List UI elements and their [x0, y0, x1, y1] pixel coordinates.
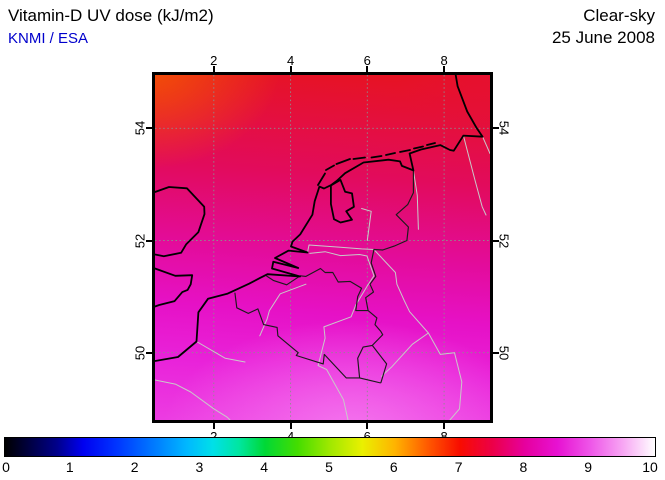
lon-label-bottom: 2	[210, 429, 217, 444]
rivers	[155, 135, 490, 420]
axis-tick	[213, 66, 215, 72]
axis-tick	[443, 66, 445, 72]
uv-dose-field	[155, 75, 490, 420]
map-overlay	[155, 75, 490, 420]
axis-tick	[493, 127, 499, 129]
lat-label-right: 50	[496, 345, 512, 360]
agency-credit: KNMI / ESA	[8, 30, 89, 47]
lon-label-bottom: 6	[364, 429, 371, 444]
sky-condition: Clear-sky	[583, 6, 655, 25]
lon-label-bottom: 4	[287, 429, 294, 444]
lat-label-left: 50	[132, 345, 148, 360]
lon-label-top: 4	[286, 53, 295, 68]
ijsselmeer-outline	[330, 179, 355, 224]
axis-tick	[146, 240, 152, 242]
lon-label-bottom: 8	[440, 429, 447, 444]
lat-label-left: 54	[132, 121, 148, 136]
colorbar-tick-label: 8	[519, 459, 528, 475]
lat-label-right: 54	[496, 121, 512, 136]
figure-title: Vitamin-D UV dose (kJ/m2)	[8, 6, 214, 25]
colorbar-tick-label: 5	[325, 459, 333, 475]
axis-tick	[213, 423, 215, 429]
map-frame	[152, 72, 493, 423]
coastlines	[155, 75, 484, 362]
colorbar-tick-label: 0	[2, 459, 10, 475]
axis-tick	[290, 423, 292, 429]
axis-tick	[146, 127, 152, 129]
colorbar-tick-label: 1	[65, 459, 74, 475]
lon-label-top: 2	[210, 53, 218, 68]
axis-tick	[493, 240, 499, 242]
axis-tick	[366, 423, 368, 429]
country-borders	[234, 170, 414, 384]
colorbar-gradient	[4, 437, 656, 457]
axis-tick	[443, 423, 445, 429]
colorbar-tick-label: 9	[584, 459, 593, 475]
figure-date: 25 June 2008	[551, 28, 655, 47]
colorbar-tick-label: 3	[195, 459, 204, 475]
lon-label-top: 8	[440, 53, 448, 68]
axis-tick	[493, 352, 499, 354]
colorbar-tick-label: 10	[642, 459, 658, 475]
lon-label-top: 6	[363, 53, 371, 68]
colorbar-tick-label: 6	[389, 459, 398, 475]
wadden-islands	[317, 142, 436, 186]
graticule-lines	[155, 75, 490, 420]
lat-label-right: 52	[496, 233, 512, 248]
axis-tick	[290, 66, 292, 72]
axis-tick	[366, 66, 368, 72]
colorbar-tick-label: 4	[260, 459, 269, 475]
lat-label-left: 52	[132, 233, 148, 248]
colorbar-tick-label: 2	[130, 459, 139, 475]
axis-tick	[146, 352, 152, 354]
colorbar-tick-label: 7	[454, 459, 463, 475]
